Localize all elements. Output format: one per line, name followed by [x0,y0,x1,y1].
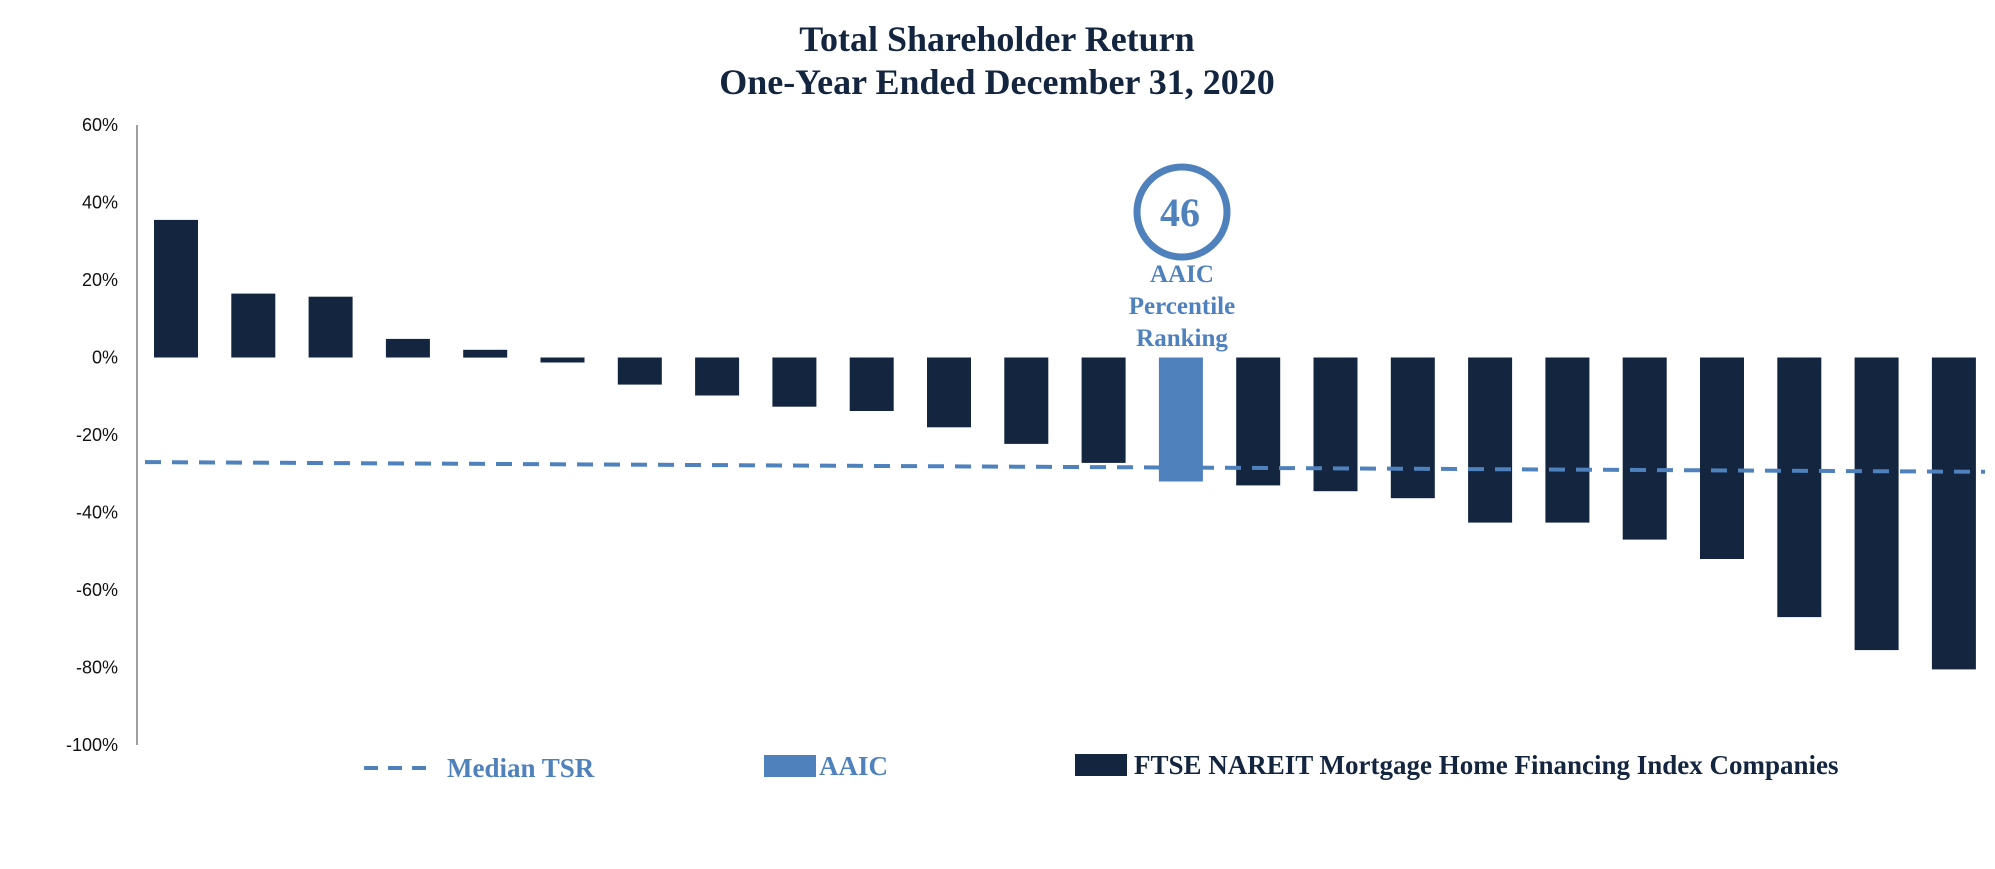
y-tick-label: -60% [76,580,118,600]
legend-aaic-label: AAIC [819,751,888,781]
bar-index-company [231,293,276,358]
y-tick-label: 20% [82,270,118,290]
bar-index-company [1236,357,1281,486]
median-tsr-line [144,460,1986,474]
bar-index-company [772,357,817,407]
bar-index-company [1390,357,1435,499]
bar-index-company [385,338,430,358]
bars-group [154,219,1976,670]
bar-index-company [927,357,971,428]
y-tick-label: 0% [92,348,118,368]
percentile-ranking-circle [1133,163,1231,261]
y-tick-label: -100% [66,735,118,755]
chart-title-line-1: Total Shareholder Return [799,19,1194,59]
bar-index-company [1004,357,1049,444]
bar-index-company [695,357,740,396]
y-tick-label: -20% [76,425,118,445]
y-axis-ticks: 60% 40% 20% 0% -20% -40% -60% -80% -100% [66,115,118,755]
bar-index-company [1081,357,1126,463]
y-tick-label: 40% [82,193,118,213]
percentile-ranking-value: 46 [1160,190,1200,235]
legend-index-label: FTSE NAREIT Mortgage Home Financing Inde… [1134,750,1839,780]
bar-aaic [1158,357,1203,482]
legend-index-swatch [1075,754,1127,776]
percentile-ranking-label-3: Ranking [1136,325,1228,352]
bar-index-company [1313,357,1358,492]
bar-index-company [617,357,662,385]
percentile-ranking-label-2: Percentile [1129,293,1235,320]
bar-index-company [308,296,353,358]
chart-title-line-2: One-Year Ended December 31, 2020 [719,62,1275,102]
bar-index-company [1700,357,1744,559]
y-tick-label: 60% [82,115,118,135]
bar-index-company [540,357,585,363]
y-tick-label: -80% [76,658,118,678]
bar-index-company [1777,357,1822,618]
percentile-ranking-label-1: AAIC [1150,261,1214,288]
bar-index-company [1931,357,1976,670]
bar-index-company [154,219,198,358]
bar-index-company [849,357,894,411]
bar-index-company [1622,357,1667,540]
bar-index-company [1854,357,1899,651]
y-tick-label: -40% [76,503,118,523]
legend-median-label: Median TSR [447,753,595,783]
bar-index-company [1468,357,1513,523]
legend-aaic-swatch [764,755,816,777]
bar-index-company [1545,357,1590,523]
bar-index-company [463,349,508,358]
